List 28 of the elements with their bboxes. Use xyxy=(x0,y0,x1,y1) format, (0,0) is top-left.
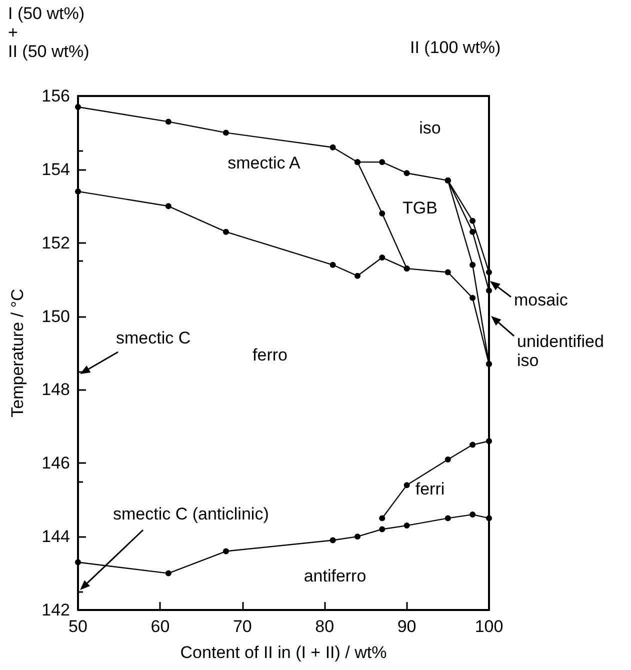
annotation: smectic C xyxy=(116,328,191,348)
x-tick-label: 50 xyxy=(68,617,88,636)
annotation: smectic A xyxy=(228,154,302,172)
annotation: antiferro xyxy=(304,566,366,586)
x-tick-label: 90 xyxy=(397,617,416,636)
text: mosaic xyxy=(514,290,568,310)
y-tick-label: 150 xyxy=(42,306,70,326)
annotation: ferro xyxy=(252,346,288,364)
x-tick-label: 70 xyxy=(232,617,252,636)
annotation: smectic C (anticlinic) xyxy=(113,504,269,524)
y-tick-label: 156 xyxy=(42,86,70,106)
annotation: ferri xyxy=(415,480,445,498)
annotation: iso xyxy=(419,118,441,138)
y-tick-label: 144 xyxy=(42,527,70,546)
x-tick-label: 60 xyxy=(150,617,170,636)
y-tick-label: 152 xyxy=(42,233,70,252)
y-tick-label: 154 xyxy=(42,160,70,179)
x-tick-label: 80 xyxy=(315,617,334,636)
y-axis-title: Temperature / °C xyxy=(8,288,27,418)
x-axis-title: Content of II in (I + II) / wt% xyxy=(180,643,387,662)
x-tick-label: 100 xyxy=(474,617,504,636)
y-tick-label: 146 xyxy=(42,454,70,473)
y-tick-label: 148 xyxy=(42,380,70,400)
text: unidentified iso xyxy=(517,332,604,370)
text: II (100 wt%) xyxy=(410,38,501,57)
text: I (50 wt%) + II (50 wt%) xyxy=(8,4,90,61)
annotation: TGB xyxy=(402,198,438,218)
y-tick-label: 142 xyxy=(42,600,70,620)
